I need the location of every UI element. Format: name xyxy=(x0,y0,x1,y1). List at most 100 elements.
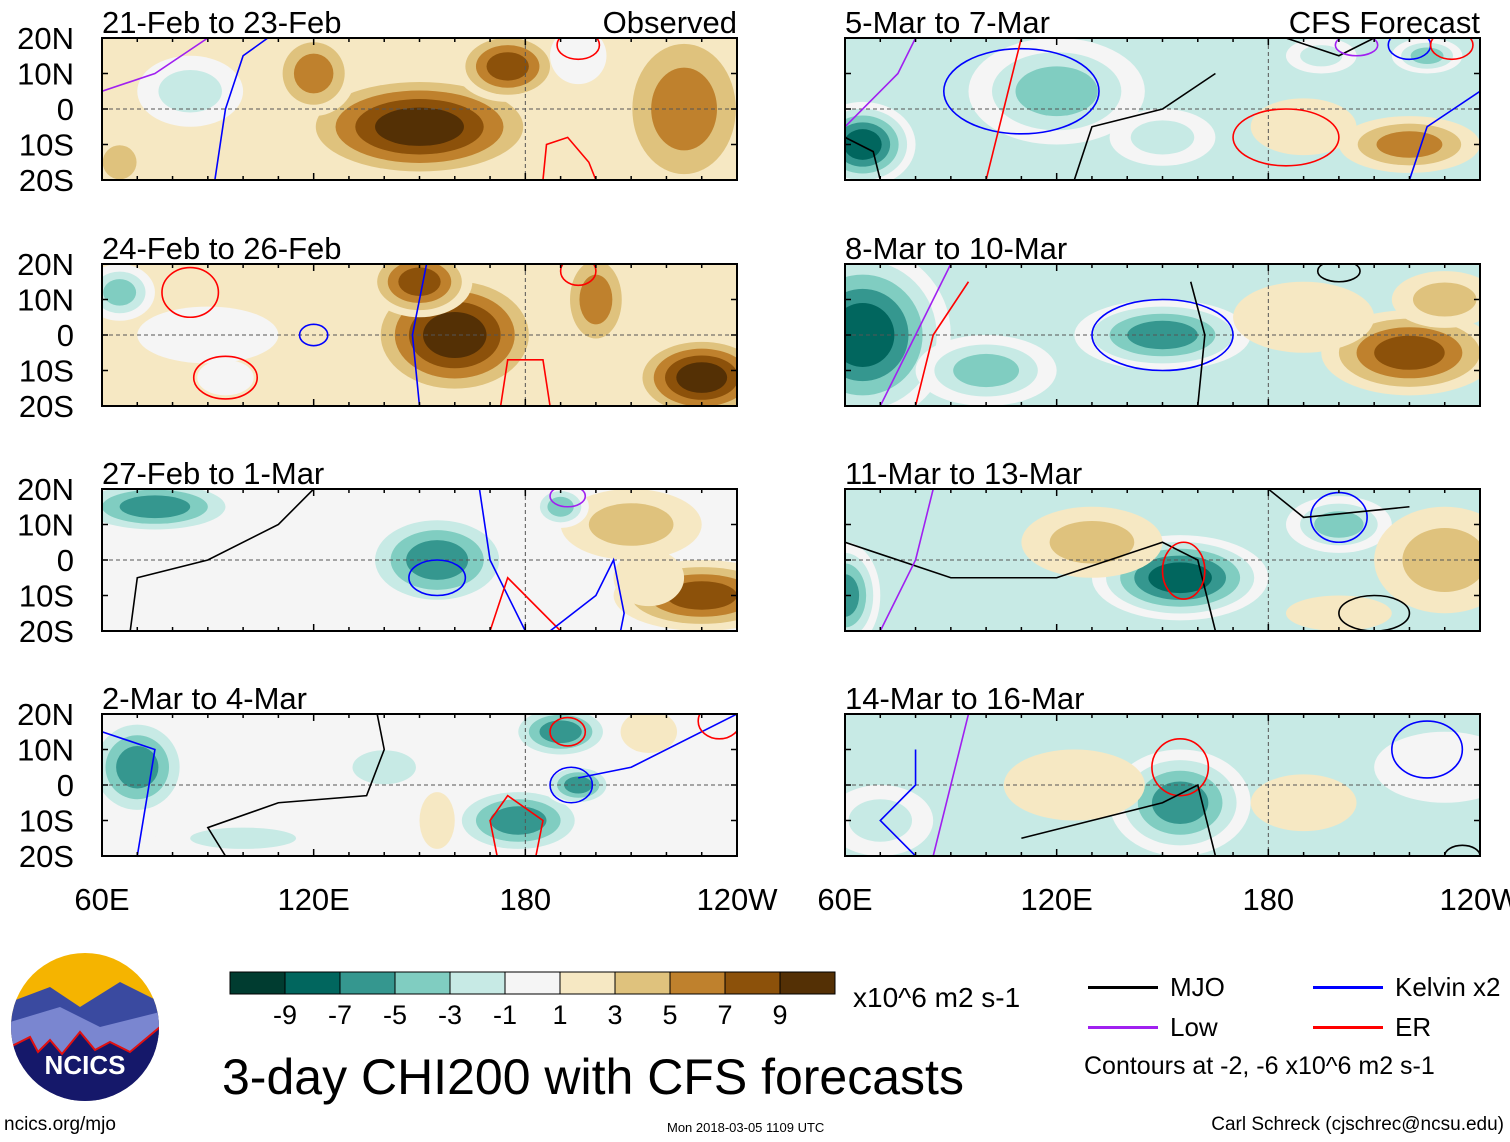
lon-tick-label: 120E xyxy=(1020,882,1092,917)
mjo-contour xyxy=(129,489,315,631)
anomaly-field xyxy=(102,714,737,856)
panel-7: 11-Mar to 13-Mar xyxy=(844,456,1481,632)
legend-item-mjo: MJO xyxy=(1088,972,1225,1003)
legend-label: Kelvin x2 xyxy=(1395,972,1501,1002)
anomaly-level xyxy=(190,827,297,849)
er-contour xyxy=(489,794,544,856)
legend-label: Low xyxy=(1170,1012,1218,1042)
kelvin-contour xyxy=(549,557,625,631)
kelvin-contour xyxy=(298,323,329,347)
low-contour xyxy=(879,264,952,406)
anomaly-level xyxy=(1250,774,1357,832)
anomaly-level xyxy=(1410,47,1444,65)
colorbar-swatch xyxy=(284,971,341,995)
anomaly-level xyxy=(1015,66,1098,117)
anomaly-level xyxy=(1300,45,1343,67)
panel-date-label: 27-Feb to 1-Mar xyxy=(102,456,324,491)
lon-tick-label: 60E xyxy=(817,882,872,917)
anomaly-level xyxy=(1003,749,1145,821)
column-label: Observed xyxy=(603,5,737,40)
er-contour xyxy=(489,576,562,631)
anomaly-level xyxy=(486,52,529,81)
colorbar-tick-label: -1 xyxy=(493,1000,517,1030)
er-contour xyxy=(985,38,1023,180)
panel-date-label: 21-Feb to 23-Feb xyxy=(102,5,342,40)
colorbar-swatch xyxy=(614,971,671,995)
kelvin-contour xyxy=(214,38,269,180)
low-contour xyxy=(845,38,917,128)
lat-tick-label: 10S xyxy=(19,804,74,839)
kelvin-contour xyxy=(1408,90,1480,180)
er-contour xyxy=(1151,738,1210,797)
anomaly-field xyxy=(102,264,737,406)
low-contour xyxy=(932,714,970,856)
er-contour xyxy=(556,38,601,61)
anomaly-level xyxy=(1374,731,1480,803)
lat-tick-label: 10N xyxy=(17,283,74,318)
colorbar-tick-label: -5 xyxy=(383,1000,407,1030)
anomaly-level xyxy=(539,720,582,744)
anomaly-level xyxy=(579,274,613,325)
colorbar-swatch xyxy=(669,971,726,995)
legend-line-icon xyxy=(1088,986,1158,989)
anomaly-level xyxy=(676,362,728,393)
contour-note: Contours at -2, -6 x10^6 m2 s-1 xyxy=(1084,1052,1435,1080)
legend-line-icon xyxy=(1313,986,1383,989)
anomaly-field xyxy=(845,38,1480,180)
colorbar-tick-label: -3 xyxy=(438,1000,462,1030)
anomaly-level xyxy=(158,69,222,113)
anomaly-level xyxy=(1314,511,1364,538)
anomaly-level xyxy=(1148,562,1212,594)
colorbar-tick-label: 3 xyxy=(607,1000,622,1030)
anomaly-level xyxy=(375,107,464,146)
colorbar-swatch xyxy=(339,971,396,995)
footer-timestamp: Mon 2018-03-05 1109 UTC xyxy=(667,1120,825,1135)
mjo-contour xyxy=(1267,489,1410,519)
mjo-contour xyxy=(1338,594,1411,631)
er-contour xyxy=(161,266,220,319)
anomaly-level xyxy=(119,495,191,519)
lon-tick-label: 120E xyxy=(277,882,349,917)
colorbar-swatch xyxy=(779,971,836,995)
mjo-contour xyxy=(1073,72,1216,180)
anomaly-level xyxy=(172,560,314,631)
anomaly-level xyxy=(845,574,860,617)
colorbar-tick-label: 7 xyxy=(717,1000,732,1030)
logo-text: NCICS xyxy=(45,1050,126,1080)
anomaly-level xyxy=(1233,281,1375,353)
footer-author: Carl Schreck (cjschrec@ncsu.edu) xyxy=(1211,1114,1504,1135)
anomaly-level xyxy=(547,496,574,517)
colorbar-tick-label: 9 xyxy=(772,1000,787,1030)
anomaly-level xyxy=(116,745,159,789)
kelvin-contour xyxy=(408,559,467,597)
mjo-contour xyxy=(845,541,1217,631)
lat-tick-label: 20N xyxy=(17,21,74,56)
low-contour xyxy=(549,489,587,508)
anomaly-level xyxy=(293,53,334,94)
colorbar-tick-label: -7 xyxy=(328,1000,352,1030)
legend-item-low: Low xyxy=(1088,1012,1218,1043)
anomaly-level xyxy=(398,267,441,296)
panel-8: 14-Mar to 16-Mar 60E 120E 180 120W xyxy=(817,681,1510,917)
colorbar-tick-label: -9 xyxy=(273,1000,297,1030)
lat-tick-label: 20N xyxy=(17,247,74,282)
footer-url[interactable]: ncics.org/mjo xyxy=(4,1114,116,1135)
lat-tick-label: 0 xyxy=(57,318,74,353)
anomaly-level xyxy=(666,581,737,610)
lat-tick-label: 10S xyxy=(19,579,74,614)
mjo-contour xyxy=(206,714,386,856)
colorbar-swatch xyxy=(504,971,561,995)
lat-tick-label: 10N xyxy=(17,508,74,543)
anomaly-field xyxy=(845,714,1480,856)
lat-tick-label: 20S xyxy=(19,614,74,649)
anomaly-field xyxy=(102,38,737,180)
kelvin-contour xyxy=(411,264,428,406)
anomaly-level xyxy=(103,279,137,306)
anomaly-field xyxy=(102,489,737,631)
lon-tick-label: 60E xyxy=(74,882,129,917)
legend-item-kelvin: Kelvin x2 xyxy=(1313,972,1501,1003)
panel-5: 5-Mar to 7-Mar CFS Forecast xyxy=(844,5,1481,181)
